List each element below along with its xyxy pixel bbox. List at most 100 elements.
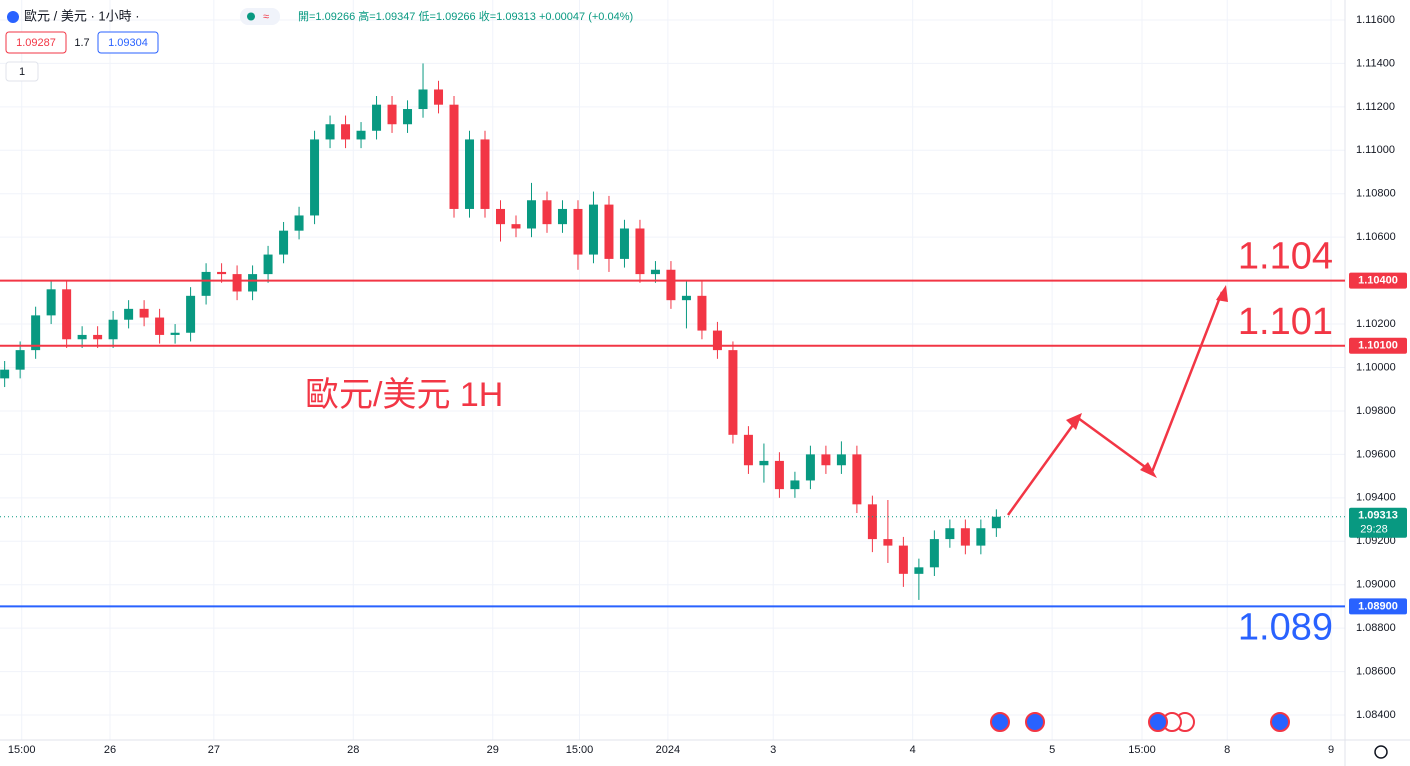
ask-box[interactable] [97, 31, 159, 54]
candle-body [821, 454, 831, 466]
candle-body [712, 330, 722, 351]
candle-body [526, 200, 536, 229]
y-tick-label: 1.11000 [1356, 144, 1395, 156]
level-label: 1.089 [1238, 606, 1333, 648]
candle-body [170, 332, 180, 335]
candle-body [46, 289, 56, 316]
level-tag-label: 1.10100 [1358, 340, 1398, 352]
candle-body [232, 274, 242, 292]
y-tick-label: 1.09800 [1356, 405, 1396, 417]
candle-body [496, 208, 506, 225]
level-tag [1349, 272, 1407, 289]
candle-body [434, 89, 444, 105]
candle-body [418, 89, 428, 110]
y-tick-label: 1.09000 [1356, 579, 1396, 591]
candle-body [774, 460, 784, 490]
candle-body [697, 295, 707, 331]
candle-body [945, 528, 955, 540]
candle-body [511, 224, 521, 229]
candle-body [588, 204, 598, 255]
annotation: 歐元/美元 1H [305, 376, 503, 414]
candle-body [372, 104, 382, 131]
indicator-count: 1 [19, 66, 25, 78]
x-tick-label: 15:00 [8, 744, 36, 756]
y-tick-label: 1.08800 [1356, 622, 1396, 634]
candle-body [279, 230, 289, 255]
y-tick-label: 1.10000 [1356, 361, 1396, 373]
status-badge[interactable] [240, 8, 280, 25]
candle-body [77, 334, 87, 340]
x-tick-label: 28 [347, 744, 359, 756]
candle-body [542, 200, 552, 225]
candle-body [139, 308, 149, 318]
candle-body [449, 104, 459, 209]
x-tick-label: 29 [487, 744, 499, 756]
candle-body [186, 295, 196, 333]
x-tick-label: 3 [770, 744, 776, 756]
level-label: 1.101 [1238, 301, 1333, 343]
bid-price: 1.09287 [16, 37, 56, 49]
candle-body [325, 124, 335, 140]
plot [0, 63, 1001, 600]
candle-body [15, 350, 25, 370]
candle-body [619, 228, 629, 259]
candle-body [31, 315, 41, 351]
indicator-toggle[interactable] [5, 61, 39, 82]
candle-body [108, 319, 118, 340]
candle-body [929, 539, 939, 568]
y-tick-label: 1.08400 [1356, 709, 1396, 721]
x-tick-label: 27 [208, 744, 220, 756]
candle-body [728, 350, 738, 435]
y-tick-label: 1.10800 [1356, 188, 1396, 200]
ask-price: 1.09304 [108, 37, 148, 49]
candle-body [914, 567, 924, 574]
candle-body [465, 139, 475, 209]
candle-body [743, 434, 753, 466]
candle-body [976, 528, 986, 546]
candle-body [356, 130, 366, 140]
candle-body [93, 334, 103, 340]
x-tick-label: 15:00 [566, 744, 594, 756]
candle-body [852, 454, 862, 505]
x-tick-label: 4 [910, 744, 916, 756]
bid-box[interactable] [5, 31, 67, 54]
candle-body [867, 504, 877, 540]
y-tick-label: 1.09600 [1356, 448, 1396, 460]
y-tick-label: 1.09200 [1356, 535, 1396, 547]
candle-body [836, 454, 846, 466]
candle-body [294, 215, 304, 231]
ohlc-values: 開=1.09266 高=1.09347 低=1.09266 收=1.09313 … [298, 9, 633, 23]
candle-body [124, 308, 134, 320]
spread: 1.7 [74, 37, 89, 49]
level-tag [1349, 337, 1407, 354]
x-tick-label: 8 [1224, 744, 1230, 756]
status-icon: ≈ [263, 11, 269, 23]
symbol-title[interactable]: 歐元 / 美元 · 1小時 · [24, 8, 140, 23]
level-label: 1.104 [1238, 236, 1333, 278]
candle-body [201, 271, 211, 296]
candle-body [155, 317, 165, 335]
candle-body [341, 124, 351, 140]
candle-body [248, 274, 258, 292]
status-dot [247, 12, 255, 21]
forecast-arrows [1006, 285, 1228, 516]
candle-body [310, 139, 320, 216]
candle-body [650, 269, 660, 275]
y-tick-label: 1.11600 [1356, 14, 1395, 26]
y-tick-label: 1.11200 [1356, 101, 1395, 113]
x-tick-label: 5 [1049, 744, 1055, 756]
candle-body [217, 271, 227, 275]
candle-body [0, 369, 10, 379]
y-tick-label: 1.09400 [1356, 492, 1396, 504]
candle-body [790, 480, 800, 490]
x-tick-label: 15:00 [1128, 744, 1156, 756]
x-tick-label: 9 [1328, 744, 1334, 756]
y-tick-label: 1.11400 [1356, 57, 1395, 69]
y-tick-label: 1.10600 [1356, 231, 1396, 243]
y-tick-label: 1.10200 [1356, 318, 1396, 330]
x-tick-label: 2024 [656, 744, 680, 756]
y-tick-label: 1.08600 [1356, 665, 1396, 677]
candle-body [759, 460, 769, 466]
settings-icon[interactable] [1374, 745, 1388, 759]
